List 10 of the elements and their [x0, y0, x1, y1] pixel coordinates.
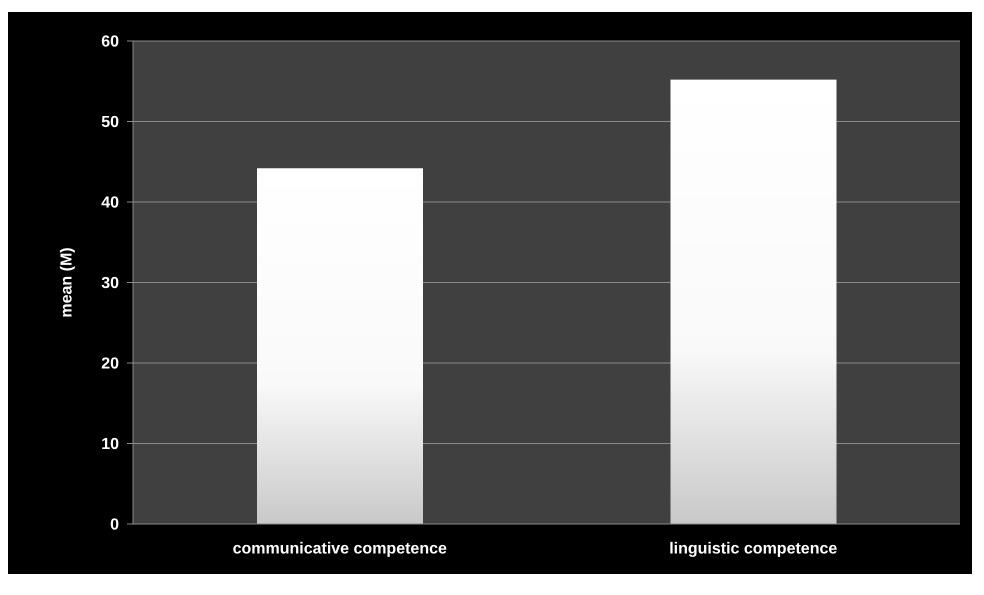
x-tick-label: communicative competence — [232, 540, 447, 558]
y-tick-label: 30 — [101, 275, 120, 292]
y-tick-label: 20 — [101, 356, 120, 373]
y-tick-label: 50 — [101, 114, 120, 132]
y-tick-label: 40 — [101, 194, 120, 212]
x-tick-label: linguistic competence — [669, 540, 838, 558]
y-tick-label: 0 — [110, 516, 120, 534]
y-tick-label: 10 — [101, 436, 120, 454]
y-tick-label: 60 — [101, 34, 120, 51]
y-axis-title: mean (M) — [58, 247, 76, 318]
